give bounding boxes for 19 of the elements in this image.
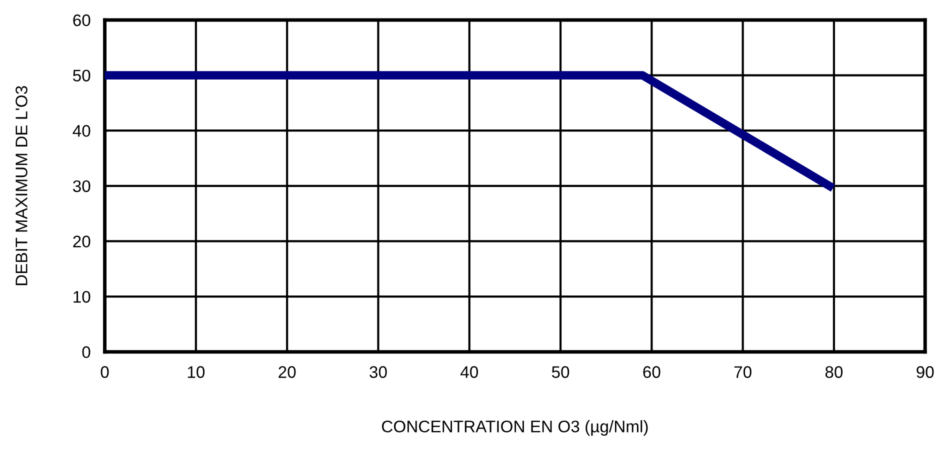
x-tick-label: 80 <box>825 366 843 378</box>
y-tick-label: 30 <box>72 180 90 192</box>
y-tick-label: 60 <box>73 14 90 26</box>
y-tick-label: 10 <box>74 290 90 303</box>
y-axis-title: DEBIT MAXIMUM DE L'O3 <box>16 86 28 286</box>
y-tick-label: 40 <box>72 125 90 137</box>
x-tick-label: 30 <box>370 366 387 378</box>
x-tick-label: 40 <box>460 366 478 378</box>
x-tick-label: 70 <box>734 366 752 378</box>
x-tick-label: 50 <box>552 366 570 378</box>
x-tick-label: 20 <box>278 366 296 378</box>
x-axis-title: CONCENTRATION EN O3 (µg/Nml) <box>382 420 648 436</box>
y-tick-label: 0 <box>82 346 90 358</box>
x-tick-label: 0 <box>100 366 109 378</box>
y-tick-label: 50 <box>73 70 90 82</box>
y-tick-label: 20 <box>73 236 90 248</box>
x-tick-label: 90 <box>916 366 934 378</box>
x-tick-label: 10 <box>188 366 205 378</box>
x-tick-label: 60 <box>643 366 660 378</box>
